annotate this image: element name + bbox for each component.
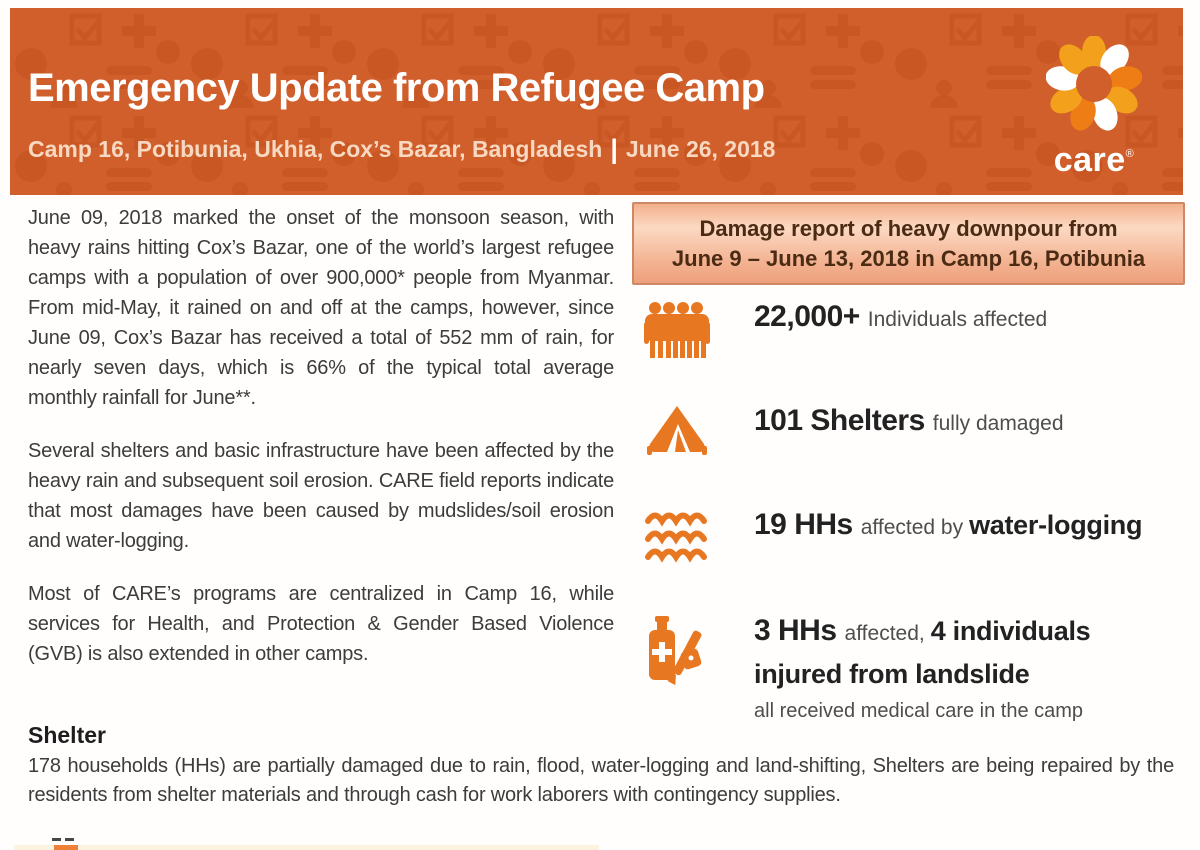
next-section-cutoff-bar bbox=[14, 845, 599, 850]
subtitle-location: Camp 16, Potibunia, Ukhia, Cox’s Bazar, … bbox=[28, 136, 603, 162]
tent-icon bbox=[642, 404, 712, 460]
next-section-cutoff-accent bbox=[54, 845, 78, 850]
stat-text-waterlogging: 19 HHs affected by water-logging bbox=[754, 508, 1142, 542]
intro-paragraph-2: Several shelters and basic infrastructur… bbox=[28, 440, 614, 552]
subtitle-separator: | bbox=[610, 134, 618, 164]
page-title: Emergency Update from Refugee Camp bbox=[28, 66, 765, 110]
stat-row-individuals: 22,000+ Individuals affected bbox=[632, 300, 1192, 362]
care-logo: care® bbox=[1031, 35, 1157, 179]
header-banner: Emergency Update from Refugee Camp Camp … bbox=[10, 8, 1183, 195]
stat-value: 22,000+ bbox=[754, 300, 860, 333]
stat-label: fully damaged bbox=[932, 412, 1064, 435]
intro-paragraph-1: June 09, 2018 marked the onset of the mo… bbox=[28, 207, 614, 409]
header-background-pattern bbox=[10, 8, 1183, 195]
stat-value: 19 HHs bbox=[754, 508, 853, 541]
landslide-line-2: injured from landslide bbox=[754, 659, 1030, 689]
care-logo-wordmark: care® bbox=[1053, 141, 1135, 179]
shelter-section-body: 178 households (HHs) are partially damag… bbox=[28, 755, 1174, 806]
stat-row-shelters: 101 Shelters fully damaged bbox=[632, 404, 1192, 460]
stat-emphasis: water-logging bbox=[969, 510, 1143, 540]
water-waves-icon bbox=[642, 508, 712, 566]
banner-line-1: Damage report of heavy downpour from bbox=[699, 215, 1118, 241]
subtitle-date: June 26, 2018 bbox=[625, 136, 776, 162]
shelter-section-heading: Shelter bbox=[28, 722, 106, 748]
stat-label: Individuals affected bbox=[867, 308, 1048, 331]
banner-line-2: June 9 – June 13, 2018 in Camp 16, Potib… bbox=[671, 245, 1146, 271]
landslide-line-1: 3 HHs affected, 4 individuals bbox=[754, 614, 1091, 647]
first-aid-icon bbox=[642, 612, 712, 704]
page-subtitle: Camp 16, Potibunia, Ukhia, Cox’s Bazar, … bbox=[28, 134, 775, 165]
care-logo-hands-icon bbox=[1045, 35, 1143, 131]
stat-label: affected by bbox=[860, 516, 964, 539]
people-group-icon bbox=[642, 300, 712, 362]
stat-text-individuals: 22,000+ Individuals affected bbox=[754, 300, 1047, 334]
intro-column: June 09, 2018 marked the onset of the mo… bbox=[28, 203, 614, 692]
next-section-cutoff-text bbox=[52, 838, 61, 841]
next-section-cutoff-text bbox=[65, 838, 74, 841]
stat-text-shelters: 101 Shelters fully damaged bbox=[754, 404, 1064, 438]
stat-value: 101 Shelters bbox=[754, 404, 925, 437]
intro-paragraph-3: Most of CARE’s programs are centralized … bbox=[28, 583, 614, 665]
stat-row-landslide: 3 HHs affected, 4 individuals injured from… bbox=[632, 612, 1192, 723]
registered-mark: ® bbox=[1125, 148, 1135, 160]
landslide-note: all received medical care in the camp bbox=[754, 700, 1084, 722]
damage-report-banner: Damage report of heavy downpour from Jun… bbox=[632, 202, 1185, 285]
stat-text-landslide: 3 HHs affected, 4 individuals injured from… bbox=[754, 612, 1091, 723]
stat-row-waterlogging: 19 HHs affected by water-logging bbox=[632, 508, 1192, 566]
